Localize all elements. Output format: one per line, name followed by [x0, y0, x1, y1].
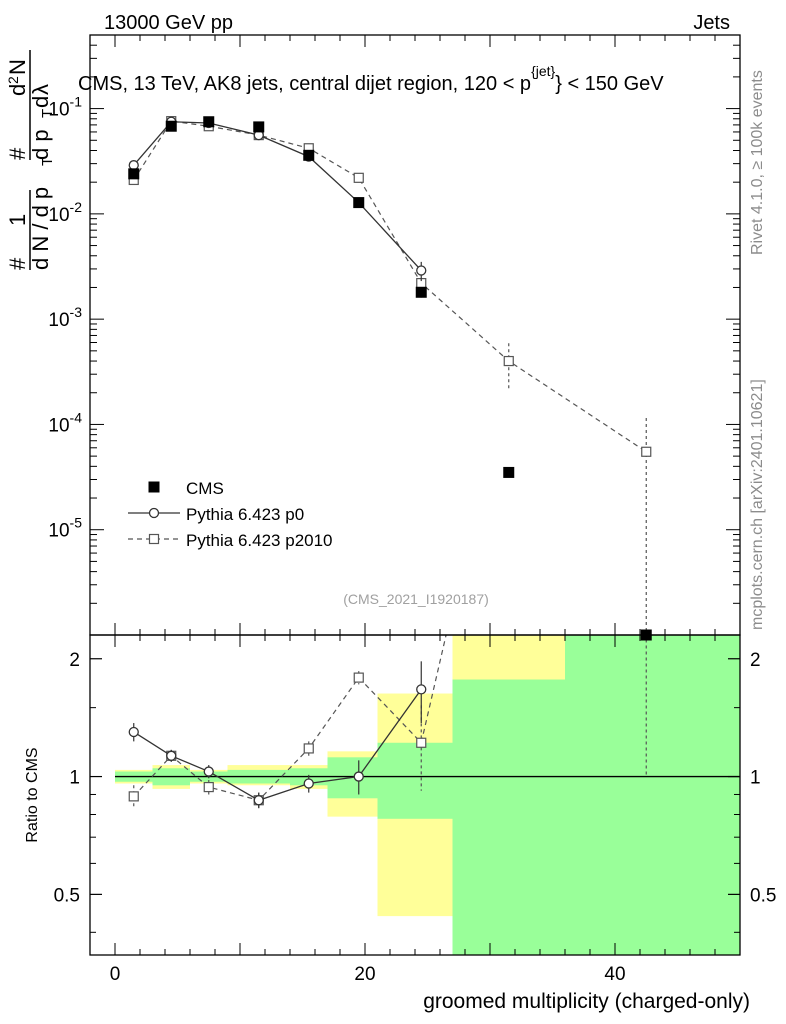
ratio-point-p0 [303, 778, 314, 789]
ratio-y-tick-label-right: 2 [750, 650, 761, 671]
ratio-point-p2010 [353, 672, 364, 683]
main-curves [128, 116, 652, 635]
source-label: mcplots.cern.ch [arXiv:2401.10621] [749, 379, 766, 630]
ratio-y-tick-label: 2 [69, 650, 80, 671]
point-p2010 [353, 172, 364, 183]
point-p2010 [641, 446, 652, 457]
ratio-point-p2010 [128, 791, 139, 802]
ratio-curves [128, 635, 647, 809]
ratio-point-p2010 [416, 737, 427, 748]
ratio-y-tick-label-right: 0.5 [750, 885, 776, 906]
ratio-y-tick-label-right: 1 [750, 768, 761, 789]
stat-band [452, 679, 565, 955]
x-tick-label: 40 [604, 964, 625, 985]
ratio-point-p2010 [303, 743, 314, 754]
x-tick-label: 0 [110, 964, 121, 985]
stat-band [565, 635, 740, 955]
process-label: Jets [693, 12, 730, 34]
point-cms [503, 466, 515, 478]
line-p2010 [133, 120, 647, 453]
ratio-point-p0 [128, 726, 139, 738]
ratio-point-p0 [416, 684, 427, 695]
legend-marker-p2010 [148, 533, 160, 545]
point-cms [303, 149, 315, 161]
legend-label-cms: CMS [186, 479, 224, 498]
point-cms [128, 168, 140, 180]
point-cms [415, 286, 427, 298]
svg-text:N: N [5, 59, 30, 75]
point-cms [253, 121, 265, 133]
legend-label-p2010: Pythia 6.423 p2010 [186, 531, 333, 550]
point-p0 [416, 265, 427, 276]
ratio-point-p0 [166, 750, 177, 761]
y-tick-label: 10-4 [48, 409, 82, 436]
svg-text:1: 1 [5, 214, 30, 226]
main-panel: 10-5 10-4 10-3 10-2 10-1 [48, 34, 741, 641]
ratio-point-p0 [203, 766, 214, 777]
ratio-panel: 0.5 0.51 12 20 20 40 [54, 35, 776, 985]
point-p2010 [503, 355, 514, 367]
svg-text:#: # [5, 257, 30, 270]
x-tick-label: 20 [354, 964, 375, 985]
legend: CMS Pythia 6.423 p0 Pythia 6.423 p2010 [128, 479, 333, 550]
ratio-point-p2010 [203, 781, 214, 793]
analysis-id-label: (CMS_2021_I1920187) [343, 591, 489, 607]
line-p0 [133, 121, 422, 271]
y-tick-label: 10-5 [48, 515, 82, 542]
rivet-version-label: Rivet 4.1.0, ≥ 100k events [749, 70, 766, 255]
ratio-y-axis-label: Ratio to CMS [24, 747, 41, 842]
svg-text:T: T [39, 109, 56, 118]
legend-label-p0: Pythia 6.423 p0 [186, 505, 304, 524]
svg-text:d: d [28, 96, 53, 108]
svg-text:d N / d p: d N / d p [28, 187, 53, 270]
svg-text:λ: λ [28, 84, 53, 95]
ratio-y-tick-label: 1 [69, 768, 80, 789]
point-cms [203, 116, 215, 128]
point-cms [165, 120, 177, 132]
svg-text:d p: d p [28, 129, 53, 160]
svg-text:#: # [5, 147, 30, 160]
beam-label: 13000 GeV pp [104, 12, 233, 34]
y-tick-label: 10-3 [48, 304, 82, 331]
svg-text:T: T [39, 157, 56, 166]
x-axis-label: groomed multiplicity (charged-only) [423, 990, 750, 1013]
main-y-axis-label: # 1 d N / d p T # d p T d λ d 2 N [5, 50, 56, 270]
ratio-y-tick-label: 0.5 [54, 885, 80, 906]
ratio-point-p0 [353, 771, 364, 782]
chart-title: CMS, 13 TeV, AK8 jets, central dijet reg… [78, 63, 664, 95]
svg-text:2: 2 [5, 76, 21, 84]
legend-marker-cms [148, 481, 160, 493]
point-p0 [128, 160, 139, 171]
point-cms [353, 197, 365, 209]
y-tick-label: 10-2 [48, 199, 82, 226]
stat-band [377, 742, 453, 819]
legend-marker-p0 [148, 507, 160, 519]
ratio-point-p0 [253, 795, 264, 806]
y-tick-label: 10-1 [48, 94, 82, 121]
svg-text:d: d [5, 84, 30, 96]
